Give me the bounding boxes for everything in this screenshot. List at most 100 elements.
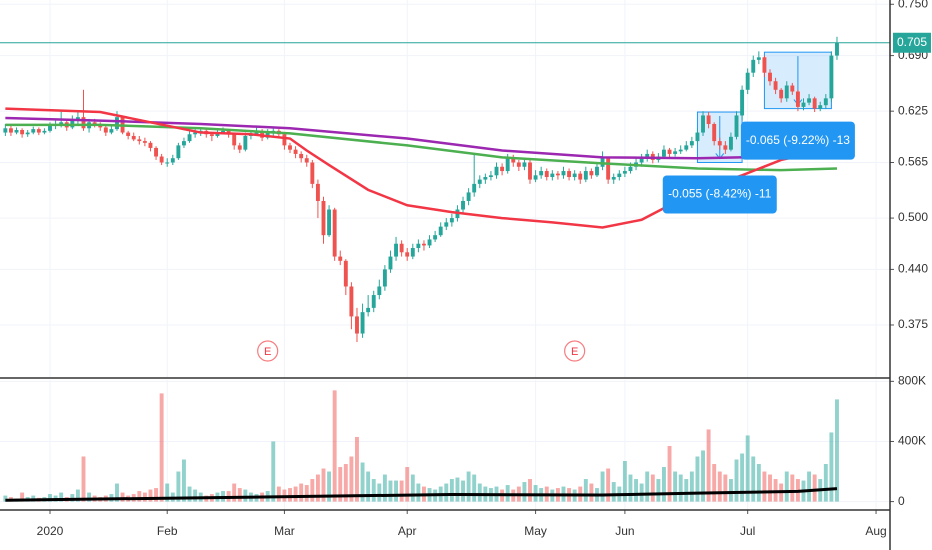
x-tick-label: Apr bbox=[398, 524, 417, 538]
candle-body bbox=[438, 226, 443, 236]
volume-bar bbox=[371, 479, 376, 502]
candle-body bbox=[170, 158, 175, 163]
volume-bar bbox=[48, 494, 52, 502]
candle-body bbox=[366, 307, 371, 313]
volume-bar bbox=[522, 482, 527, 502]
x-tick-label: Feb bbox=[157, 524, 178, 538]
volume-bar bbox=[87, 492, 92, 502]
measure-label: -0.065 (-9.22%) -13 bbox=[746, 133, 850, 147]
volume-bar bbox=[762, 471, 767, 502]
y-tick-label: 0.625 bbox=[898, 103, 928, 117]
candle-body bbox=[795, 91, 800, 107]
volume-bar bbox=[193, 489, 198, 502]
volume-bar bbox=[444, 483, 449, 502]
candle-body bbox=[812, 98, 817, 109]
candle-body bbox=[740, 89, 745, 116]
volume-bar bbox=[315, 474, 320, 502]
volume-bar bbox=[835, 399, 839, 502]
volume-bar bbox=[689, 471, 694, 502]
volume-bar bbox=[768, 474, 772, 502]
candle-body bbox=[768, 72, 772, 82]
candle-body bbox=[706, 115, 711, 125]
volume-bar bbox=[310, 479, 315, 502]
volume-bar bbox=[639, 483, 644, 502]
volume-bar bbox=[410, 474, 415, 502]
candle-body bbox=[394, 243, 399, 257]
volume-bar bbox=[137, 491, 142, 502]
candle-body bbox=[477, 179, 482, 184]
volume-bar bbox=[276, 486, 281, 502]
candle-body bbox=[611, 177, 616, 180]
volume-bar bbox=[606, 468, 611, 502]
volume-bar bbox=[388, 480, 393, 502]
volume-bar bbox=[288, 488, 292, 502]
candle-body bbox=[360, 312, 365, 334]
candle-body bbox=[595, 166, 599, 176]
candle-body bbox=[349, 286, 354, 317]
candle-body bbox=[75, 117, 80, 120]
volume-bar bbox=[165, 483, 170, 502]
candle-body bbox=[8, 128, 13, 133]
volume-bar bbox=[187, 486, 192, 502]
candle-body bbox=[20, 129, 25, 135]
candle-body bbox=[449, 218, 454, 223]
earnings-label: E bbox=[571, 346, 578, 358]
candle-body bbox=[115, 117, 119, 130]
volume-bar bbox=[271, 441, 276, 502]
candle-body bbox=[332, 209, 337, 257]
candle-body bbox=[622, 171, 627, 174]
volume-bar bbox=[327, 471, 332, 502]
candle-body bbox=[422, 243, 426, 246]
last-price-box bbox=[893, 32, 931, 53]
last-price-label: 0.705 bbox=[897, 35, 927, 49]
candle-body bbox=[59, 122, 64, 125]
candle-body bbox=[131, 135, 136, 140]
candle-body bbox=[321, 200, 326, 236]
volume-bar bbox=[304, 485, 309, 502]
volume-tick-label: 400K bbox=[898, 434, 926, 448]
volume-bar bbox=[622, 461, 627, 502]
candle-body bbox=[126, 132, 131, 136]
candle-body bbox=[310, 162, 315, 184]
volume-bar bbox=[182, 459, 186, 502]
candle-body bbox=[355, 316, 359, 334]
candle-body bbox=[717, 141, 722, 146]
volume-bar bbox=[59, 492, 64, 502]
x-tick-label: Jun bbox=[615, 524, 634, 538]
volume-bar bbox=[159, 393, 164, 502]
candle-body bbox=[377, 286, 382, 296]
candle-body bbox=[427, 239, 432, 246]
candle-body bbox=[3, 128, 8, 133]
candle-body bbox=[159, 156, 164, 163]
candle-body bbox=[505, 158, 510, 172]
volume-bar bbox=[673, 471, 678, 502]
candle-body bbox=[555, 173, 560, 176]
volume-bar bbox=[70, 494, 75, 502]
volume-bar bbox=[667, 445, 672, 502]
candle-body bbox=[382, 269, 387, 287]
candle-body bbox=[628, 166, 633, 172]
y-tick-label: 0.500 bbox=[898, 210, 928, 224]
volume-bar bbox=[382, 474, 387, 502]
volume-bar bbox=[790, 474, 795, 502]
candle-body bbox=[254, 132, 259, 135]
volume-bar bbox=[656, 479, 661, 502]
candle-body bbox=[142, 141, 147, 143]
candle-body bbox=[678, 149, 683, 152]
volume-bar bbox=[645, 471, 650, 502]
candle-body bbox=[405, 252, 410, 257]
candle-body bbox=[756, 57, 761, 60]
volume-bar bbox=[706, 429, 711, 502]
volume-bar bbox=[321, 468, 326, 502]
candle-body bbox=[689, 141, 694, 146]
candle-body bbox=[81, 117, 86, 129]
volume-bar bbox=[472, 474, 477, 502]
candle-body bbox=[762, 57, 767, 73]
candle-body bbox=[70, 119, 75, 128]
candle-body bbox=[338, 256, 343, 261]
candle-body bbox=[561, 171, 566, 176]
candle-body bbox=[667, 149, 672, 154]
x-tick-label: Aug bbox=[865, 524, 886, 538]
volume-bar bbox=[461, 480, 465, 502]
candle-body bbox=[209, 134, 214, 136]
